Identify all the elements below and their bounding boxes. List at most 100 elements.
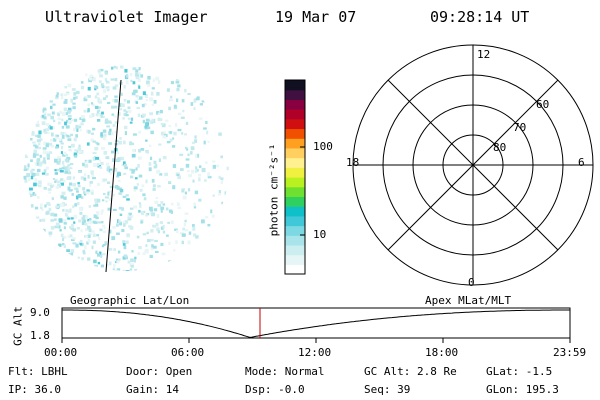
uv-pixel	[201, 219, 205, 224]
uv-pixel	[56, 94, 59, 98]
uv-pixel	[43, 228, 46, 232]
uv-pixel	[177, 206, 181, 209]
uv-pixel	[90, 189, 94, 192]
uv-pixel	[120, 156, 124, 161]
uv-pixel	[48, 231, 53, 235]
uv-pixel	[86, 234, 91, 239]
uv-pixel	[98, 101, 102, 104]
uv-pixel	[179, 153, 183, 156]
uv-pixel	[191, 141, 195, 144]
uv-pixel	[141, 103, 145, 108]
uv-pixel	[202, 168, 206, 173]
uv-pixel	[48, 151, 53, 154]
uv-pixel	[81, 196, 84, 199]
colorbar-segment	[285, 157, 305, 168]
uv-pixel	[97, 106, 101, 109]
uv-pixel	[83, 177, 87, 181]
uv-pixel	[62, 209, 65, 212]
uv-pixel	[116, 158, 121, 162]
uv-pixel	[43, 141, 46, 145]
uv-pixel	[151, 244, 154, 248]
uv-pixel	[136, 106, 140, 109]
uv-pixel	[72, 176, 75, 180]
uv-pixel	[132, 81, 136, 85]
uv-pixel	[123, 140, 126, 145]
info-door: Door: Open	[126, 365, 193, 378]
colorbar-segment	[285, 99, 305, 110]
uv-pixel	[145, 244, 148, 247]
uv-pixel	[59, 229, 62, 232]
uv-pixel	[163, 131, 166, 136]
uv-pixel	[83, 191, 86, 194]
uv-pixel	[92, 233, 96, 237]
uv-pixel	[179, 232, 184, 235]
uv-pixel	[94, 87, 97, 91]
uv-pixel	[120, 65, 124, 69]
uv-pixel	[64, 158, 69, 162]
uv-pixel	[97, 97, 100, 100]
uv-pixel	[45, 128, 49, 131]
uv-pixel	[119, 189, 124, 193]
colorbar-segment	[285, 225, 305, 236]
uv-pixel	[58, 243, 62, 247]
uv-pixel	[94, 198, 98, 202]
uv-pixel	[131, 92, 136, 96]
uv-pixel	[41, 121, 46, 125]
uv-pixel	[149, 97, 154, 102]
uv-pixel	[88, 159, 92, 163]
uv-pixel	[90, 191, 94, 195]
polar-ring-label-70: 70	[513, 121, 527, 134]
uv-pixel	[116, 66, 118, 70]
colorbar-segment	[285, 109, 305, 120]
uv-pixel	[137, 97, 141, 101]
uv-pixel	[49, 142, 53, 146]
uv-pixel	[129, 72, 133, 77]
uv-pixel	[138, 67, 141, 71]
uv-pixel	[46, 157, 50, 160]
timeline-y-tick-1.8: 1.8	[30, 329, 50, 342]
uv-pixel	[108, 131, 112, 136]
polar-label-6: 6	[578, 156, 585, 169]
uv-pixel	[89, 181, 93, 184]
uv-pixel	[133, 259, 136, 263]
uv-pixel	[68, 189, 72, 192]
uv-pixel	[75, 187, 79, 191]
uv-pixel	[71, 88, 76, 92]
uv-pixel	[46, 131, 50, 135]
uv-pixel	[126, 233, 130, 238]
uv-pixel	[46, 202, 50, 206]
uv-pixel	[135, 177, 138, 180]
uv-pixel	[125, 240, 129, 244]
uv-pixel	[145, 179, 148, 184]
uv-pixel	[207, 140, 210, 143]
uv-pixel	[145, 213, 148, 217]
uv-pixel	[177, 128, 182, 132]
uv-pixel	[96, 234, 100, 237]
uv-pixel	[180, 116, 185, 119]
uv-pixel	[152, 224, 155, 227]
uv-pixel	[176, 173, 180, 176]
uv-pixel	[120, 92, 123, 96]
uv-pixel	[48, 207, 52, 212]
uv-pixel	[116, 223, 119, 227]
uv-pixel	[108, 261, 112, 266]
uv-pixel	[172, 137, 175, 140]
uv-pixel	[108, 190, 112, 193]
uv-pixel	[175, 78, 180, 82]
uv-pixel	[69, 252, 74, 256]
uv-pixel	[145, 122, 149, 127]
uv-pixel	[77, 185, 81, 188]
uv-pixel	[220, 180, 223, 184]
uv-pixel	[93, 259, 97, 264]
uv-pixel	[125, 270, 130, 271]
uv-pixel	[90, 138, 94, 142]
uv-pixel	[98, 236, 101, 240]
uv-pixel	[156, 214, 160, 218]
uv-pixel	[155, 196, 158, 199]
uv-pixel	[61, 125, 65, 129]
uv-pixel	[201, 100, 205, 103]
uv-pixel	[65, 209, 69, 213]
uv-pixel	[129, 226, 134, 230]
uv-pixel	[89, 114, 93, 118]
uv-pixel	[143, 197, 147, 201]
